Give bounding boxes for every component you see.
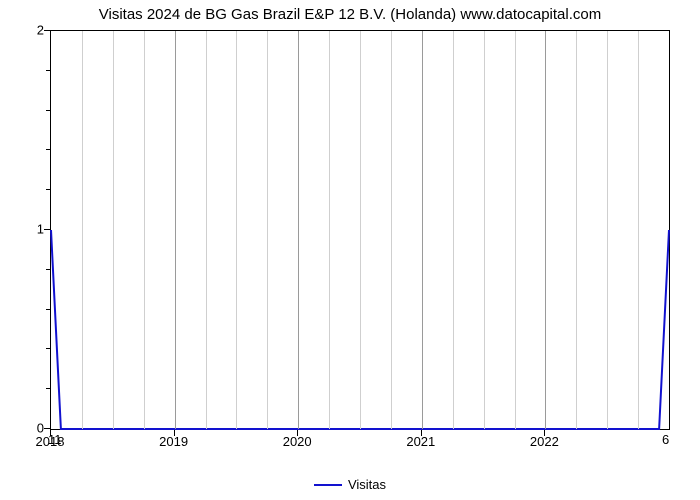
y-minor-tick-mark: [46, 388, 50, 389]
y-tick-label: 1: [4, 222, 44, 237]
x-tick-label: 2021: [406, 434, 435, 449]
gridline-minor: [576, 31, 577, 429]
plot-area: [50, 30, 670, 430]
y-tick-label: 0: [4, 421, 44, 436]
gridline-minor: [453, 31, 454, 429]
chart-title: Visitas 2024 de BG Gas Brazil E&P 12 B.V…: [0, 6, 700, 23]
gridline-minor: [82, 31, 83, 429]
gridline-minor: [391, 31, 392, 429]
y-minor-tick-mark: [46, 309, 50, 310]
x-tick-label: 2022: [530, 434, 559, 449]
y-minor-tick-mark: [46, 70, 50, 71]
gridline-major: [422, 31, 423, 429]
extra-label-bottom-right: 6: [662, 432, 669, 447]
gridline-minor: [329, 31, 330, 429]
gridline-minor: [113, 31, 114, 429]
y-minor-tick-mark: [46, 269, 50, 270]
gridline-minor: [360, 31, 361, 429]
gridline-minor: [484, 31, 485, 429]
legend: Visitas: [0, 476, 700, 492]
y-minor-tick-mark: [46, 189, 50, 190]
y-minor-tick-mark: [46, 149, 50, 150]
legend-swatch: [314, 484, 342, 486]
gridline-major: [175, 31, 176, 429]
legend-label: Visitas: [348, 477, 386, 492]
y-tick-mark: [44, 30, 50, 31]
y-tick-mark: [44, 428, 50, 429]
chart-container: Visitas 2024 de BG Gas Brazil E&P 12 B.V…: [0, 0, 700, 500]
gridline-major: [545, 31, 546, 429]
x-tick-label: 2018: [36, 434, 65, 449]
y-minor-tick-mark: [46, 348, 50, 349]
y-minor-tick-mark: [46, 110, 50, 111]
x-tick-label: 2019: [159, 434, 188, 449]
y-tick-label: 2: [4, 23, 44, 38]
y-tick-mark: [44, 229, 50, 230]
gridline-major: [298, 31, 299, 429]
gridline-minor: [206, 31, 207, 429]
gridline-minor: [144, 31, 145, 429]
gridline-minor: [638, 31, 639, 429]
x-tick-label: 2020: [283, 434, 312, 449]
gridline-minor: [236, 31, 237, 429]
gridline-minor: [267, 31, 268, 429]
gridline-minor: [515, 31, 516, 429]
gridline-minor: [607, 31, 608, 429]
